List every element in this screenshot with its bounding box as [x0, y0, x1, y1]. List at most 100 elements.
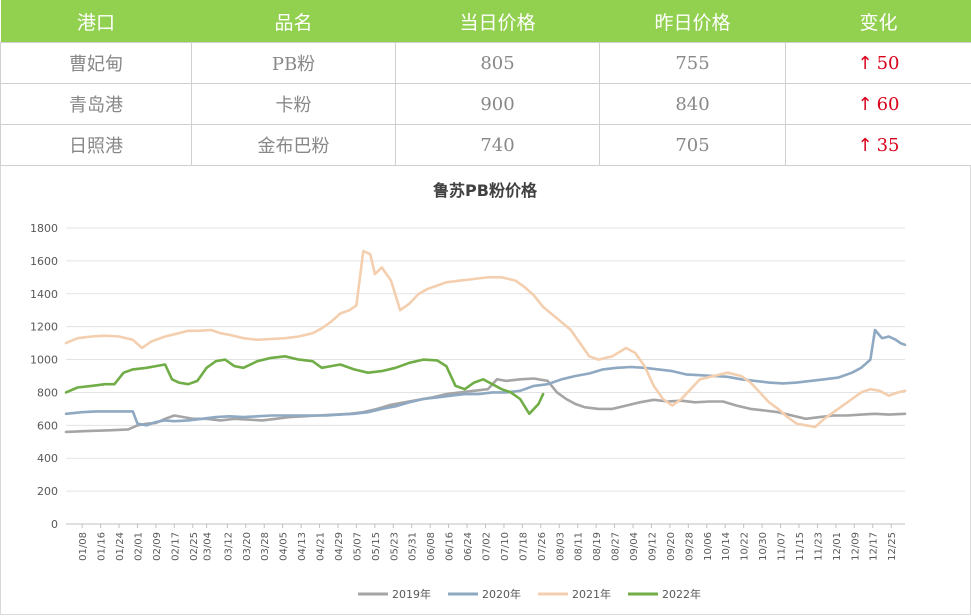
x-tick-label: 09/04 — [629, 532, 640, 561]
x-tick-label: 08/27 — [611, 532, 622, 561]
x-tick-label: 11/23 — [813, 532, 824, 561]
x-tick-label: 07/26 — [537, 532, 548, 561]
x-tick-label: 08/19 — [592, 532, 603, 561]
header-product: 品名 — [191, 0, 396, 43]
x-tick-label: 04/21 — [316, 532, 327, 561]
x-tick-label: 02/25 — [189, 532, 200, 561]
chart-gridlines — [66, 227, 905, 525]
y-tick-label: 1000 — [30, 354, 58, 367]
x-tick-label: 02/01 — [133, 532, 144, 561]
cell-port: 曹妃甸 — [0, 42, 192, 84]
cell-product: 卡粉 — [191, 83, 396, 125]
header-change: 变化 — [785, 0, 971, 43]
x-tick-label: 09/28 — [684, 532, 695, 561]
x-axis: 01/08 01/16 01/24 02/01 02/09 02/17 02/25 03/04… — [78, 524, 898, 561]
cell-port: 青岛港 — [0, 83, 192, 125]
cell-port: 日照港 — [0, 124, 192, 166]
table-row: 曹妃甸 PB粉 805 755 ↑ 50 — [0, 42, 971, 84]
x-tick-label: 03/12 — [223, 532, 234, 561]
x-tick-label: 05/15 — [371, 532, 382, 561]
y-tick-label: 800 — [37, 386, 58, 399]
x-tick-label: 06/24 — [463, 532, 474, 561]
x-tick-label: 02/09 — [152, 532, 163, 561]
x-tick-label: 03/28 — [260, 532, 271, 561]
series-line-2020年 — [64, 328, 907, 427]
cell-change: ↑ 50 — [785, 42, 971, 84]
y-tick-label: 200 — [37, 485, 58, 498]
chart-legend: 2019年 2020年 2021年 2022年 — [358, 587, 701, 601]
cell-yesterday: 705 — [599, 124, 786, 166]
y-tick-label: 1600 — [30, 255, 58, 268]
series-line-2019年 — [64, 377, 907, 434]
x-tick-label: 06/08 — [426, 532, 437, 561]
series-line-2022年 — [64, 355, 545, 416]
x-tick-label: 12/17 — [869, 532, 880, 561]
header-yesterday-price: 昨日价格 — [599, 0, 786, 43]
chart-series — [64, 249, 907, 434]
x-tick-label: 05/07 — [352, 532, 363, 561]
up-arrow-icon: ↑ — [857, 134, 873, 156]
y-tick-label: 1800 — [30, 222, 58, 235]
x-tick-label: 03/04 — [203, 532, 214, 561]
x-tick-label: 01/24 — [115, 532, 126, 561]
x-tick-label: 11/15 — [795, 532, 806, 561]
legend-label: 2020年 — [482, 587, 521, 601]
series-line-2021年 — [64, 249, 907, 429]
price-table: 港口 品名 当日价格 昨日价格 变化 曹妃甸 PB粉 805 755 ↑ 50 青… — [0, 0, 971, 166]
x-tick-label: 05/23 — [389, 532, 400, 561]
x-tick-label: 10/22 — [740, 532, 751, 561]
x-tick-label: 04/05 — [279, 532, 290, 561]
x-tick-label: 11/07 — [777, 532, 788, 561]
x-tick-label: 08/03 — [555, 532, 566, 561]
y-tick-label: 1400 — [30, 288, 58, 301]
x-tick-label: 07/10 — [500, 532, 511, 561]
x-tick-label: 09/12 — [647, 532, 658, 561]
x-tick-label: 12/25 — [887, 532, 898, 561]
table-row: 青岛港 卡粉 900 840 ↑ 60 — [0, 83, 971, 125]
x-tick-label: 10/06 — [703, 532, 714, 561]
x-tick-label: 07/18 — [518, 532, 529, 561]
cell-change: ↑ 35 — [785, 124, 971, 166]
cell-today: 900 — [395, 83, 600, 125]
cell-yesterday: 755 — [599, 42, 786, 84]
change-value: 35 — [876, 134, 900, 156]
table-header-row: 港口 品名 当日价格 昨日价格 变化 — [0, 0, 971, 43]
up-arrow-icon: ↑ — [857, 52, 873, 74]
y-tick-label: 0 — [51, 518, 58, 531]
x-tick-label: 03/20 — [242, 532, 253, 561]
cell-yesterday: 840 — [599, 83, 786, 125]
change-value: 50 — [876, 52, 900, 74]
x-tick-label: 09/20 — [666, 532, 677, 561]
legend-label: 2022年 — [662, 587, 701, 601]
header-port: 港口 — [0, 0, 192, 43]
header-today-price: 当日价格 — [395, 0, 600, 43]
x-tick-label: 12/09 — [850, 532, 861, 561]
chart-title: 鲁苏PB粉价格 — [432, 181, 538, 200]
legend-label: 2019年 — [392, 587, 431, 601]
cell-today: 740 — [395, 124, 600, 166]
cell-today: 805 — [395, 42, 600, 84]
x-tick-label: 06/16 — [445, 532, 456, 561]
x-tick-label: 10/30 — [758, 532, 769, 561]
x-tick-label: 08/11 — [574, 532, 585, 561]
y-tick-label: 600 — [37, 419, 58, 432]
cell-change: ↑ 60 — [785, 83, 971, 125]
price-line-chart: 鲁苏PB粉价格 0 200 400 600 800 1000 1200 1400 1600 180… — [30, 181, 907, 601]
x-tick-label: 07/02 — [482, 532, 493, 561]
y-tick-label: 1200 — [30, 321, 58, 334]
cell-product: PB粉 — [191, 42, 396, 84]
legend-label: 2021年 — [572, 587, 611, 601]
y-axis: 0 200 400 600 800 1000 1200 1400 1600 1800 — [30, 222, 58, 531]
table-row: 日照港 金布巴粉 740 705 ↑ 35 — [0, 124, 971, 166]
x-tick-label: 01/16 — [97, 532, 108, 561]
x-tick-label: 05/31 — [408, 532, 419, 561]
x-tick-label: 04/13 — [297, 532, 308, 561]
x-tick-label: 01/08 — [78, 532, 89, 561]
x-tick-label: 10/14 — [721, 532, 732, 561]
x-tick-label: 04/29 — [334, 532, 345, 561]
cell-product: 金布巴粉 — [191, 124, 396, 166]
y-tick-label: 400 — [37, 452, 58, 465]
change-value: 60 — [876, 93, 900, 115]
x-tick-label: 02/17 — [170, 532, 181, 561]
